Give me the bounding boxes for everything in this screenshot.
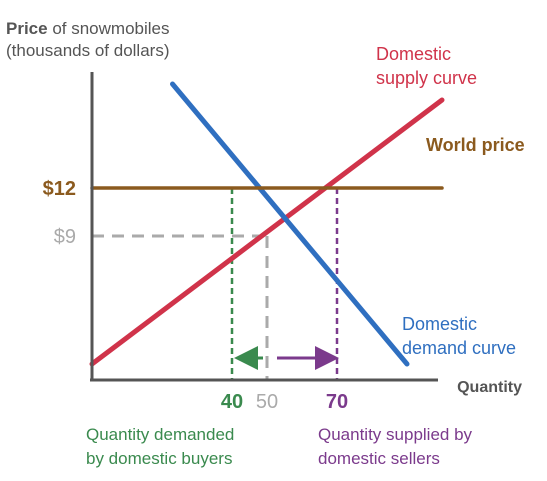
y-axis-title-rest: of snowmobiles: [48, 19, 170, 38]
y-tick-label: $9: [54, 226, 76, 248]
annotations: Quantity demanded by domestic buyersQuant…: [86, 425, 473, 468]
supply-curve-label-line: supply curve: [376, 68, 477, 88]
tick-labels: $12 $9 40 50 70: [43, 178, 349, 413]
annotation-line: by domestic buyers: [86, 449, 232, 468]
supply-curve-line: [89, 97, 445, 367]
demanded-annotation: Quantity demanded by domestic buyers: [86, 425, 234, 468]
demand-curve-line: [170, 81, 410, 367]
world-price-label: World price: [426, 135, 525, 155]
guide-lines: [92, 188, 339, 380]
supply-curve-label: Domestic supply curve: [376, 44, 477, 88]
y-tick-label: $12: [43, 178, 76, 200]
demand-curve-label-line: demand curve: [402, 338, 516, 358]
x-tick-label: 40: [221, 391, 243, 413]
y-axis-title: Price of snowmobiles: [6, 19, 169, 38]
demand-curve-label-line: Domestic: [402, 314, 477, 334]
series-lines: [89, 81, 445, 367]
supplied-annotation: Quantity supplied by domestic sellers: [318, 425, 473, 468]
y-axis-title-line2: (thousands of dollars): [6, 41, 169, 60]
y-axis-title-bold: Price: [6, 19, 48, 38]
annotation-line: domestic sellers: [318, 449, 440, 468]
demand-curve-label: Domestic demand curve: [402, 314, 516, 358]
x-axis-title: Quantity: [457, 379, 522, 396]
supply-curve-label-line: Domestic: [376, 44, 451, 64]
x-tick-label: 50: [256, 391, 278, 413]
series-labels: Domestic supply curve Domestic demand curve…: [376, 44, 525, 358]
annotation-line: Quantity demanded: [86, 425, 234, 444]
annotation-line: Quantity supplied by: [318, 425, 473, 444]
x-tick-label: 70: [326, 391, 348, 413]
